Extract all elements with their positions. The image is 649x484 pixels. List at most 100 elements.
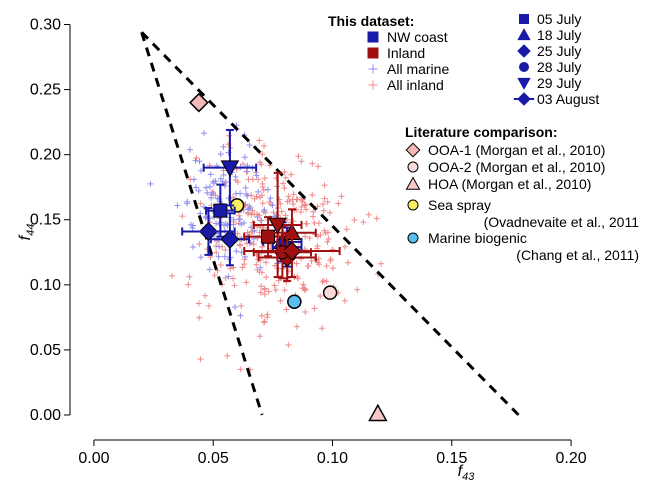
legend-date-marker — [519, 14, 529, 24]
cloud-point — [236, 216, 243, 223]
cloud-point — [282, 174, 289, 181]
cloud-point — [286, 198, 293, 205]
cloud-point — [351, 217, 358, 224]
cloud-point — [206, 183, 213, 190]
cloud-point — [319, 325, 326, 332]
legend-lit-marker — [405, 176, 421, 190]
cloud-point — [314, 243, 321, 250]
cloud-point — [222, 220, 229, 227]
cloud-point — [147, 180, 154, 187]
legend-date-label: 18 July — [537, 27, 581, 43]
cloud-point — [232, 173, 239, 180]
x-tick-label: 0.15 — [436, 450, 467, 467]
legend-marker — [367, 31, 379, 43]
legend-date-label: 28 July — [537, 59, 581, 75]
cloud-point — [301, 285, 308, 292]
cloud-point — [233, 248, 240, 255]
cloud-point — [264, 311, 271, 318]
cloud-point — [241, 261, 248, 268]
legend-title: Literature comparison: — [405, 124, 557, 140]
cloud-point — [230, 216, 237, 223]
cloud-point — [319, 201, 326, 208]
cloud-point — [179, 213, 186, 220]
cloud-point — [294, 196, 301, 203]
cloud-point — [229, 194, 236, 201]
legend-lit-marker — [405, 142, 421, 158]
cloud-point — [207, 171, 214, 178]
cloud-point — [195, 300, 202, 307]
legend-label: Inland — [387, 45, 425, 61]
cloud-point — [238, 221, 245, 228]
data-point — [181, 207, 236, 256]
cloud-point — [224, 352, 231, 359]
cloud-point — [231, 282, 238, 289]
cloud-point — [315, 220, 322, 227]
x-axis-label: f43 — [458, 463, 476, 483]
y-tick-label: 0.30 — [30, 17, 61, 34]
cloud-point — [259, 269, 266, 276]
cloud-point — [236, 241, 243, 248]
legend-lit-label: HOA (Morgan et al., 2010) — [428, 176, 591, 192]
legend-lit-label: Sea spray — [428, 197, 491, 213]
cloud-point — [345, 259, 352, 266]
data-marker — [220, 160, 240, 178]
cloud-point — [262, 209, 269, 216]
literature-point — [322, 285, 338, 300]
cloud-point — [321, 182, 328, 189]
cloud-point — [263, 274, 270, 281]
cloud-point — [245, 176, 252, 183]
data-marker — [268, 217, 287, 235]
cloud-point — [253, 193, 260, 200]
legend-label: All marine — [387, 61, 449, 77]
cloud-point — [250, 241, 257, 248]
cloud-point — [254, 214, 261, 221]
legend-date-label: 05 July — [537, 11, 581, 27]
cloud-point — [295, 153, 302, 160]
cloud-point — [220, 171, 227, 178]
x-tick-label: 0.10 — [317, 450, 348, 467]
cloud-point — [232, 304, 239, 311]
cloud-point — [248, 211, 255, 218]
cloud-point — [304, 263, 311, 270]
cloud-point — [306, 235, 313, 242]
cloud-point — [248, 192, 255, 199]
cloud-point — [186, 273, 193, 280]
triangle-right-edge — [140, 31, 520, 417]
cloud-point — [308, 257, 315, 264]
cloud-point — [237, 366, 244, 373]
cloud-point — [253, 172, 260, 179]
cloud-point — [314, 203, 321, 210]
cloud-point — [200, 130, 207, 137]
cloud-point — [189, 225, 196, 232]
legend-date-label: 25 July — [537, 43, 581, 59]
cloud-point — [260, 319, 267, 326]
cloud-point — [309, 191, 316, 198]
cloud-point — [213, 220, 220, 227]
cloud-point — [269, 202, 276, 209]
cloud-point — [360, 219, 367, 226]
cloud-point — [325, 235, 332, 242]
data-marker-shape — [220, 229, 240, 249]
data-marker — [213, 203, 228, 218]
cloud-point — [197, 200, 204, 207]
cloud-point — [238, 302, 245, 309]
cloud-point — [244, 192, 251, 199]
cloud-point — [321, 195, 328, 202]
cloud-point — [378, 260, 385, 267]
cloud-point — [190, 176, 197, 183]
cloud-point — [316, 261, 323, 268]
cloud-point — [310, 213, 317, 220]
cloud-point — [208, 194, 215, 201]
cloud-point — [278, 208, 285, 215]
cloud-point — [270, 209, 277, 216]
x-tick-label: 0.05 — [198, 450, 229, 467]
triangle-left-edge — [140, 31, 264, 416]
cloud-point — [215, 253, 222, 260]
axes: 0.00 0.05 0.10 0.15 0.20 0.00 0.05 0.10 0.15 0.20… — [30, 17, 587, 467]
cloud-point — [213, 249, 220, 256]
legend-label: NW coast — [387, 29, 448, 45]
cloud-point — [222, 274, 229, 281]
cloud-point — [259, 183, 266, 190]
cloud-point — [217, 151, 224, 158]
